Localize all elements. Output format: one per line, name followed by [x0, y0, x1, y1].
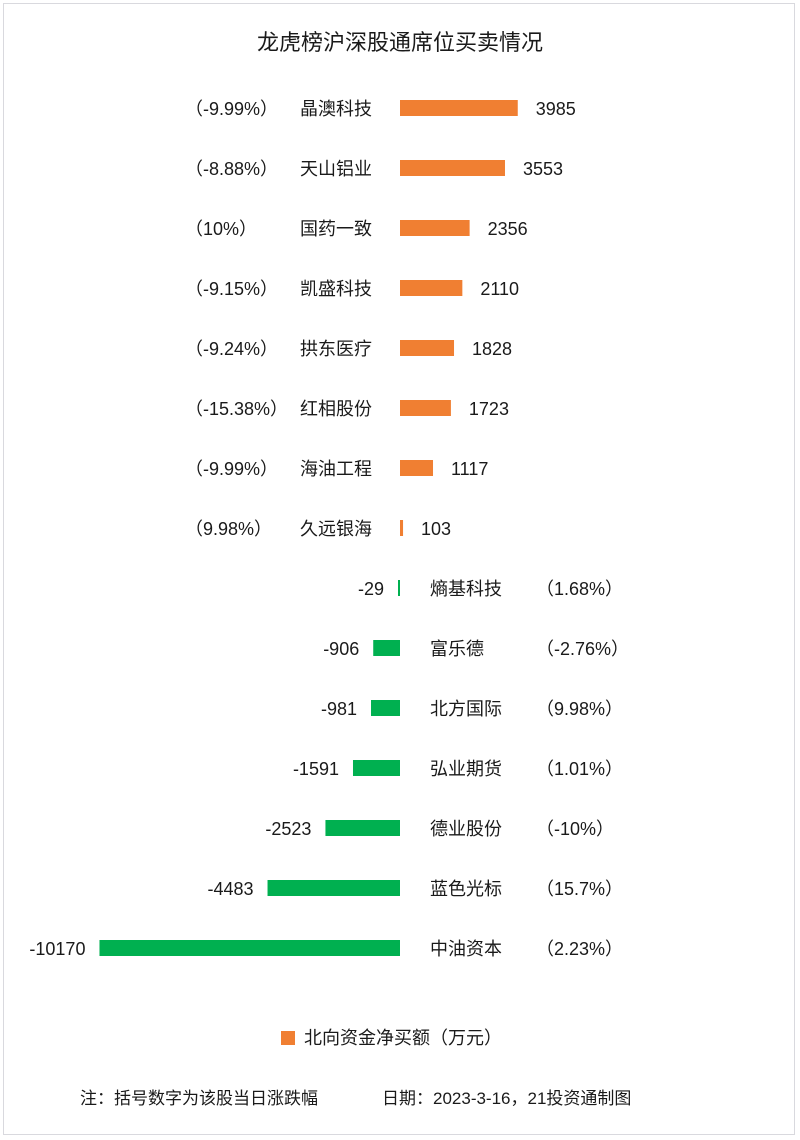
category-label: 国药一致 [300, 219, 372, 239]
bar [400, 220, 470, 236]
value-label: -29 [358, 579, 384, 599]
change-label: （15.7%） [536, 879, 623, 899]
footer-date: 日期：2023-3-16，21投资通制图 [382, 1089, 631, 1108]
bar-row: 1723 （-15.38%） 红相股份 [185, 399, 509, 419]
bar-row: -10170 中油资本 （2.23%） [29, 939, 623, 959]
bar [371, 700, 400, 716]
bar [99, 940, 400, 956]
legend: 北向资金净买额（万元） [281, 1028, 502, 1048]
value-label: -1591 [293, 759, 339, 779]
category-label: 北方国际 [430, 699, 502, 719]
category-label: 德业股份 [430, 819, 502, 839]
value-label: 103 [421, 519, 451, 539]
bar [325, 820, 400, 836]
footer-note: 注：括号数字为该股当日涨跌幅 [80, 1089, 318, 1108]
bar [400, 160, 505, 176]
change-label: （-8.88%） [185, 159, 278, 179]
change-label: （1.68%） [536, 579, 623, 599]
bar [400, 280, 463, 296]
value-label: 1828 [472, 339, 512, 359]
change-label: （9.98%） [185, 519, 272, 539]
bar [267, 880, 400, 896]
bar-row: -29 熵基科技 （1.68%） [358, 579, 623, 599]
bar [373, 640, 400, 656]
bar-row: 2110 （-9.15%） 凯盛科技 [185, 279, 519, 299]
category-label: 富乐德 [430, 639, 484, 659]
bar-row: 1828 （-9.24%） 拱东医疗 [185, 339, 512, 359]
bar [400, 400, 451, 416]
change-label: （-9.99%） [185, 99, 278, 119]
bar-row: 1117 （-9.99%） 海油工程 [185, 459, 488, 479]
change-label: （1.01%） [536, 759, 623, 779]
category-label: 凯盛科技 [300, 279, 372, 299]
bar [352, 760, 400, 776]
change-label: （-2.76%） [536, 639, 629, 659]
category-label: 晶澳科技 [300, 99, 372, 119]
change-label: （-9.99%） [185, 459, 278, 479]
bar [400, 340, 455, 356]
category-label: 久远银海 [300, 519, 372, 539]
chart-title: 龙虎榜沪深股通席位买卖情况 [257, 30, 543, 55]
legend-label: 北向资金净买额（万元） [304, 1028, 502, 1048]
value-label: -10170 [29, 939, 85, 959]
value-label: 1723 [469, 399, 509, 419]
bar-row: 3553 （-8.88%） 天山铝业 [185, 159, 563, 179]
bar-row: 103 （9.98%） 久远银海 [185, 519, 451, 539]
value-label: -2523 [265, 819, 311, 839]
value-label: 2110 [480, 279, 519, 299]
bar [400, 520, 404, 536]
value-label: 3985 [536, 99, 576, 119]
change-label: （-9.15%） [185, 279, 278, 299]
bar-row: -1591 弘业期货 （1.01%） [293, 759, 623, 779]
legend-swatch [281, 1031, 295, 1045]
bar-row: 2356 （10%） 国药一致 [185, 219, 528, 239]
category-label: 弘业期货 [430, 759, 502, 779]
bar-rows: 3985 （-9.99%） 晶澳科技 3553 （-8.88%） 天山铝业 2356 （10%… [29, 99, 629, 959]
bar [400, 460, 434, 476]
bar [400, 100, 518, 116]
change-label: （-9.24%） [185, 339, 278, 359]
category-label: 中油资本 [430, 939, 502, 959]
value-label: -981 [321, 699, 357, 719]
category-label: 拱东医疗 [300, 339, 372, 359]
value-label: 2356 [488, 219, 528, 239]
category-label: 海油工程 [300, 459, 372, 479]
change-label: （2.23%） [536, 939, 623, 959]
category-label: 蓝色光标 [430, 879, 502, 899]
value-label: -4483 [207, 879, 253, 899]
change-label: （-15.38%） [185, 399, 288, 419]
value-label: -906 [323, 639, 359, 659]
change-label: （10%） [185, 219, 257, 239]
bar [398, 580, 400, 596]
bar-row: -2523 德业股份 （-10%） [265, 819, 614, 839]
bar-row: -906 富乐德 （-2.76%） [323, 639, 629, 659]
change-label: （9.98%） [536, 699, 623, 719]
category-label: 熵基科技 [430, 579, 502, 599]
category-label: 天山铝业 [300, 159, 372, 179]
bar-row: 3985 （-9.99%） 晶澳科技 [185, 99, 576, 119]
category-label: 红相股份 [300, 399, 372, 419]
value-label: 3553 [523, 159, 563, 179]
bar-row: -4483 蓝色光标 （15.7%） [207, 879, 623, 899]
value-label: 1117 [451, 459, 488, 479]
bar-row: -981 北方国际 （9.98%） [321, 699, 623, 719]
change-label: （-10%） [536, 819, 614, 839]
